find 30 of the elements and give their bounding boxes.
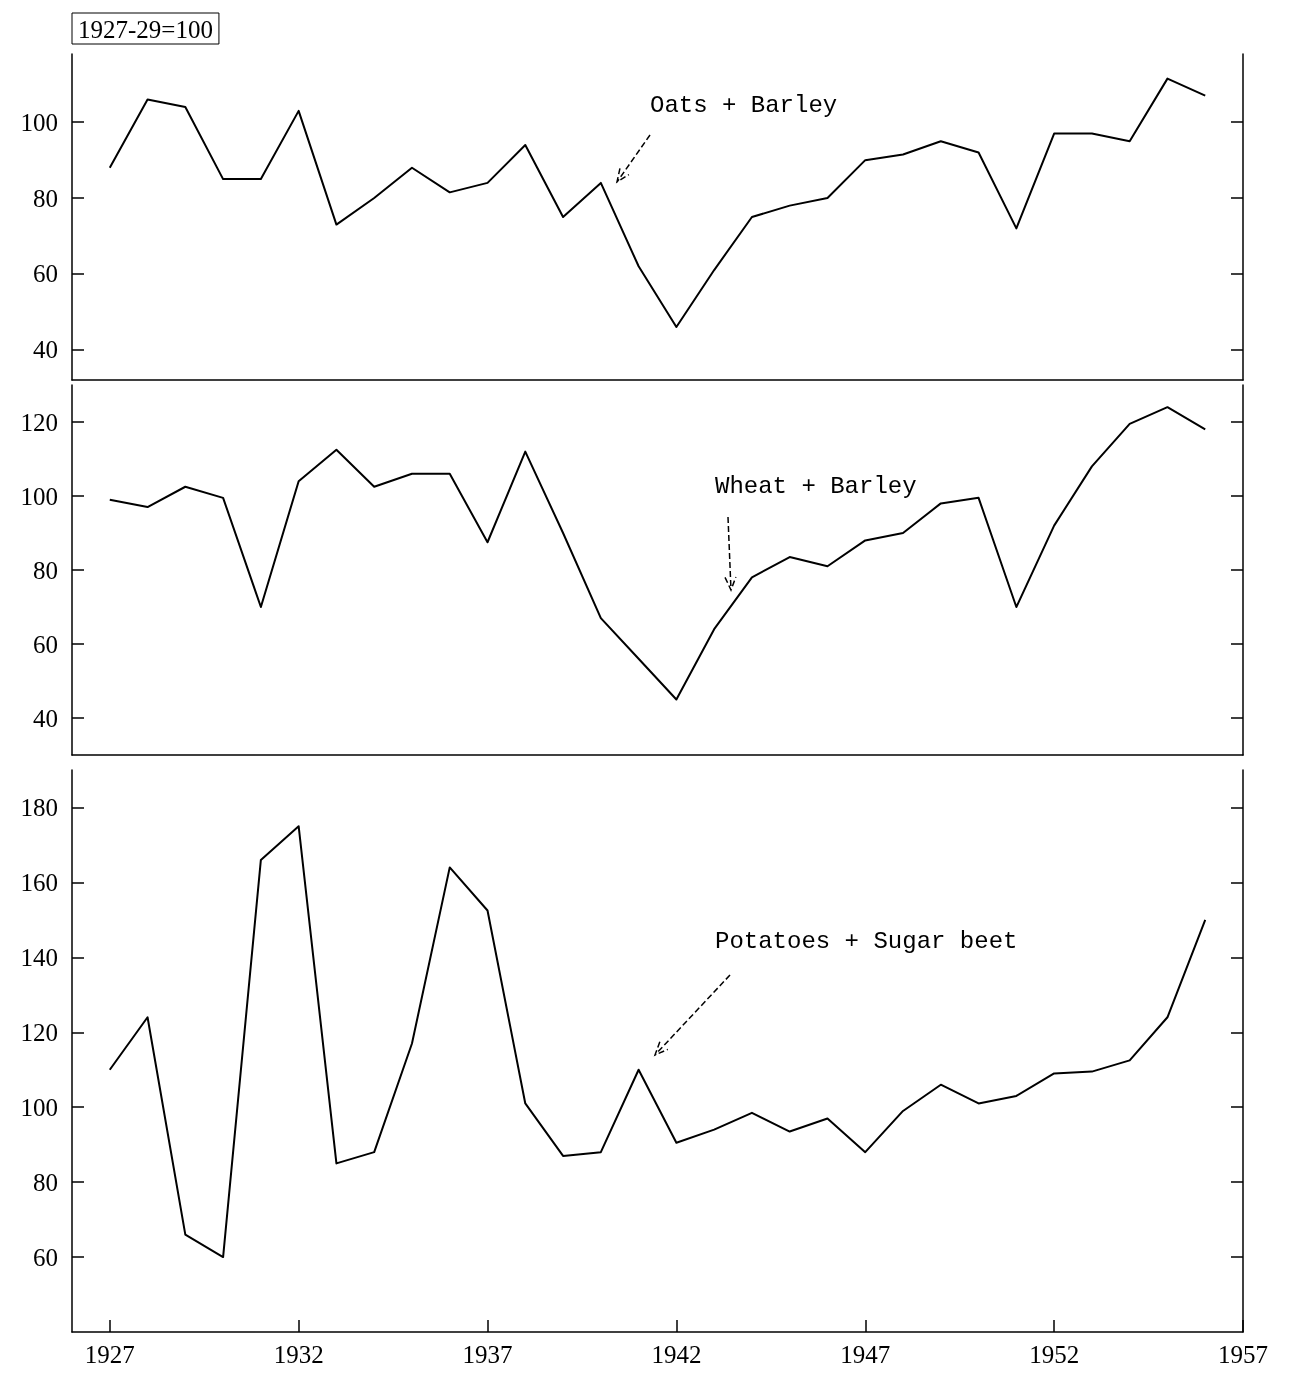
y-tick-label: 40 <box>33 336 58 364</box>
y-tick-label: 60 <box>33 630 58 658</box>
x-tick-label: 1952 <box>1029 1341 1080 1368</box>
text: Potatoes + Sugar beet <box>715 928 1018 955</box>
y-tick-label: 140 <box>20 943 58 971</box>
y-tick-label: 80 <box>33 556 58 584</box>
line-series <box>108 77 1207 328</box>
y-tick-label: 180 <box>20 793 58 821</box>
x-tick-label: 1932 <box>273 1341 324 1368</box>
x-tick-label: 1947 <box>840 1341 891 1368</box>
y-tick-label: 100 <box>20 108 58 136</box>
x-tick-label: 1942 <box>651 1341 702 1368</box>
y-tick-label: 60 <box>33 260 58 288</box>
text: Oats + Barley <box>650 92 838 119</box>
y-tick-label: 80 <box>33 1168 58 1196</box>
x-tick-label: 1937 <box>462 1341 513 1368</box>
y-tick-label: 160 <box>20 868 58 896</box>
y-tick-label: 80 <box>33 184 58 212</box>
series-label: Wheat + Barley <box>715 473 917 500</box>
y-tick-label: 60 <box>33 1243 58 1271</box>
y-tick-label: 100 <box>20 482 58 510</box>
y-tick-label: 120 <box>20 1018 58 1046</box>
y-tick-label: 100 <box>20 1093 58 1121</box>
y-tick-label: 120 <box>20 408 58 436</box>
line-series <box>108 825 1207 1259</box>
x-tick-label: 1957 <box>1218 1341 1268 1368</box>
line-series <box>108 406 1207 701</box>
y-axis-title: 1927-29=100 <box>78 16 213 43</box>
x-tick-label: 1927 <box>84 1341 135 1368</box>
y-tick-label: 40 <box>33 704 58 732</box>
